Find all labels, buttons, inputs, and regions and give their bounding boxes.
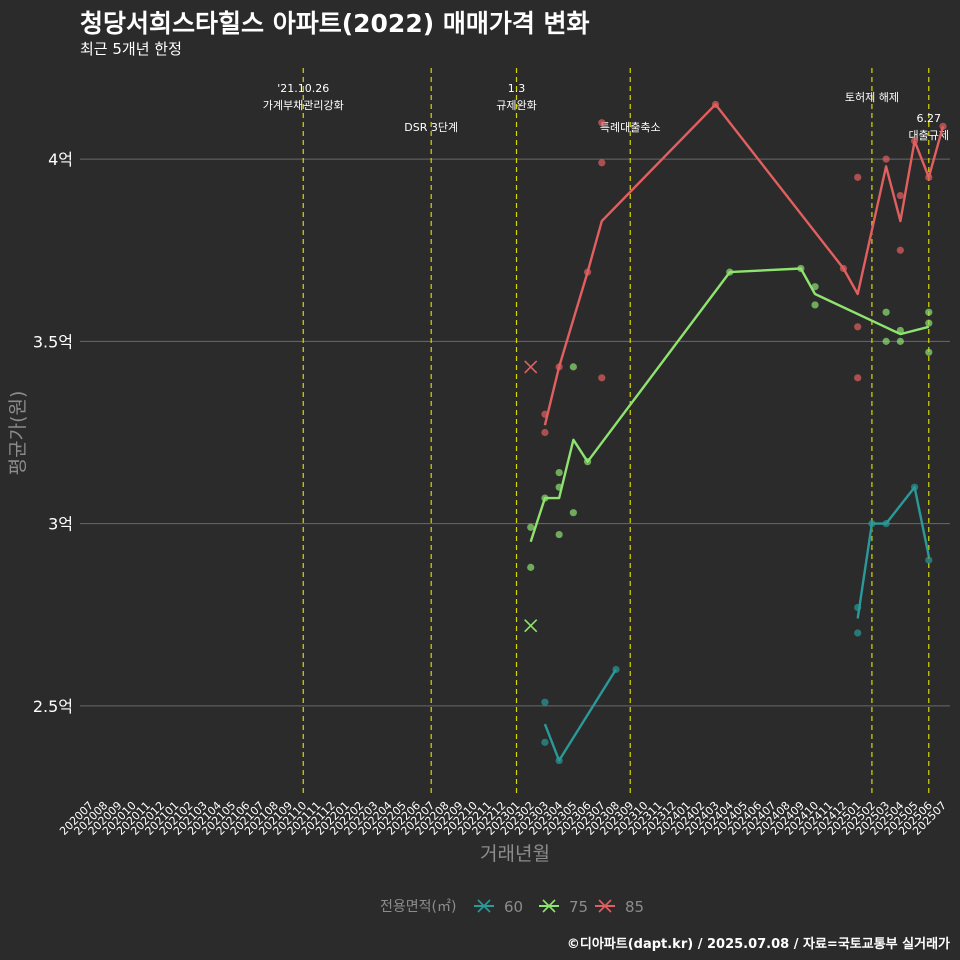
legend-label-75: 75 bbox=[569, 898, 588, 916]
data-point-75 bbox=[882, 337, 890, 345]
data-point-85 bbox=[896, 246, 904, 254]
data-point-85 bbox=[598, 374, 606, 382]
data-point-85 bbox=[854, 323, 862, 331]
legend-label-85: 85 bbox=[625, 898, 644, 916]
y-tick-label: 2.5억 bbox=[33, 697, 73, 716]
y-tick-label: 4억 bbox=[48, 150, 73, 169]
data-point-75 bbox=[555, 468, 563, 477]
data-point-75 bbox=[527, 563, 535, 571]
data-point-85 bbox=[854, 374, 862, 382]
data-point-75 bbox=[811, 301, 819, 309]
series-line-85 bbox=[543, 103, 945, 426]
data-point-75 bbox=[925, 308, 933, 316]
event-label: 가계부채관리강화 bbox=[263, 99, 344, 112]
data-point-85 bbox=[854, 173, 862, 181]
event-label: DSR 3단계 bbox=[404, 121, 458, 134]
data-point-85 bbox=[598, 119, 606, 127]
data-point-75 bbox=[896, 337, 904, 345]
event-label: 토허제 해제 bbox=[845, 90, 899, 104]
event-label: 1.3 bbox=[508, 82, 526, 95]
data-point-75 bbox=[882, 308, 890, 316]
chart-subtitle: 최근 5개년 한정 bbox=[80, 40, 182, 58]
legend-title: 전용면적(㎡) bbox=[380, 899, 456, 915]
data-point-60 bbox=[854, 629, 862, 637]
data-point-75 bbox=[569, 509, 577, 517]
event-label: 6.27 bbox=[917, 112, 942, 125]
legend-label-60: 60 bbox=[504, 898, 523, 916]
event-label: 특례대출축소 bbox=[600, 121, 661, 134]
series-line-75 bbox=[529, 267, 930, 543]
data-point-60 bbox=[541, 698, 549, 706]
cross-marker-75 bbox=[524, 619, 538, 633]
chart-title: 청당서희스타힐스 아파트(2022) 매매가격 변화 bbox=[80, 9, 590, 38]
series-line-60 bbox=[543, 668, 618, 762]
data-point-75 bbox=[925, 319, 933, 327]
cross-marker-85 bbox=[524, 360, 538, 374]
data-point-85 bbox=[896, 191, 904, 200]
data-point-60 bbox=[541, 738, 549, 746]
data-point-75 bbox=[555, 530, 563, 539]
y-axis-title: 평균가(원) bbox=[7, 391, 29, 476]
event-label: 규제완화 bbox=[496, 99, 536, 112]
data-point-60 bbox=[925, 556, 933, 564]
data-point-85 bbox=[882, 155, 890, 163]
y-tick-label: 3.5억 bbox=[33, 332, 73, 351]
data-point-85 bbox=[541, 428, 549, 437]
x-axis-title: 거래년월 bbox=[480, 843, 550, 865]
event-label: '21.10.26 bbox=[277, 82, 329, 95]
data-point-75 bbox=[527, 523, 535, 531]
source-caption: ©디아파트(dapt.kr) / 2025.07.08 / 자료=국토교통부 실… bbox=[566, 937, 950, 952]
series-line-60 bbox=[856, 486, 930, 619]
data-point-75 bbox=[569, 363, 577, 371]
data-point-75 bbox=[925, 348, 933, 356]
data-point-85 bbox=[598, 159, 606, 167]
y-tick-label: 3억 bbox=[48, 515, 73, 534]
